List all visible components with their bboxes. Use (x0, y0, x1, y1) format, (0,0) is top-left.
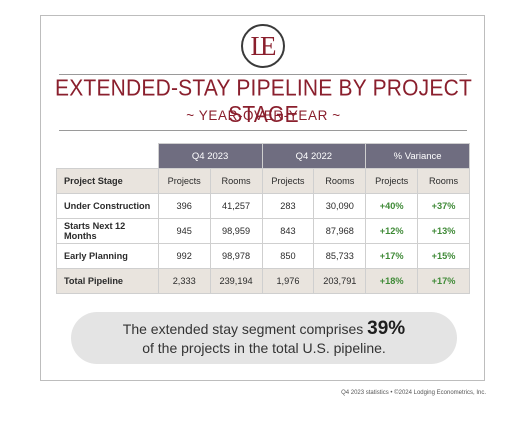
cell-projects-2022: 850 (261, 243, 315, 269)
cell-rooms-2022: 203,791 (313, 268, 367, 294)
row-stage: Under Construction (56, 193, 159, 219)
title-bottom-rule (59, 130, 467, 131)
summary-banner: The extended stay segment comprises 39% … (71, 312, 457, 364)
cell-rooms-2023: 41,257 (209, 193, 263, 219)
cell-projects-2022: 1,976 (261, 268, 315, 294)
logo-text: LE (250, 30, 277, 61)
row-stage: Early Planning (56, 243, 159, 269)
cell-rooms-variance: +15% (417, 243, 470, 269)
column-header-stage: Project Stage (56, 168, 159, 194)
table-row: Starts Next 12 Months 945 98,959 843 87,… (56, 218, 470, 244)
table-row: Under Construction 396 41,257 283 30,090… (56, 193, 470, 219)
cell-projects-variance: +18% (365, 268, 419, 294)
group-header-q4-2022: Q4 2022 (261, 143, 367, 169)
banner-line-2: of the projects in the total U.S. pipeli… (142, 340, 386, 356)
cell-rooms-variance: +17% (417, 268, 470, 294)
cell-projects-2022: 843 (261, 218, 315, 244)
cell-projects-2022: 283 (261, 193, 315, 219)
table-group-header-row: Q4 2023 Q4 2022 % Variance (56, 143, 470, 169)
cell-rooms-variance: +37% (417, 193, 470, 219)
row-stage: Starts Next 12 Months (56, 218, 159, 244)
infographic-card: LE EXTENDED-STAY PIPELINE BY PROJECT STA… (40, 15, 485, 381)
cell-projects-2023: 2,333 (157, 268, 211, 294)
source-footnote: Q4 2023 statistics • ©2024 Lodging Econo… (341, 390, 486, 396)
cell-projects-2023: 396 (157, 193, 211, 219)
cell-rooms-2023: 239,194 (209, 268, 263, 294)
column-header-rooms-variance: Rooms (417, 168, 470, 194)
cell-rooms-2023: 98,959 (209, 218, 263, 244)
cell-projects-2023: 945 (157, 218, 211, 244)
cell-projects-variance: +17% (365, 243, 419, 269)
cell-projects-variance: +40% (365, 193, 419, 219)
banner-line-1: The extended stay segment comprises 39% (71, 319, 457, 339)
row-stage: Total Pipeline (56, 268, 159, 294)
lodging-econometrics-logo: LE (241, 24, 285, 68)
banner-text-prefix: The extended stay segment comprises (122, 321, 364, 337)
group-header-q4-2023: Q4 2023 (157, 143, 263, 169)
cell-projects-variance: +12% (365, 218, 419, 244)
column-header-projects-variance: Projects (365, 168, 419, 194)
title-top-rule (59, 74, 467, 75)
group-header-variance: % Variance (365, 143, 470, 169)
cell-projects-2023: 992 (157, 243, 211, 269)
table-column-header-row: Project Stage Projects Rooms Projects Ro… (56, 168, 470, 194)
cell-rooms-2022: 87,968 (313, 218, 367, 244)
cell-rooms-2022: 85,733 (313, 243, 367, 269)
column-header-projects-2022: Projects (261, 168, 315, 194)
pipeline-table: Q4 2023 Q4 2022 % Variance Project Stage… (56, 143, 470, 294)
page-subtitle: ~ YEAR-OVER-YEAR ~ (186, 108, 341, 123)
cell-rooms-2022: 30,090 (313, 193, 367, 219)
table-total-row: Total Pipeline 2,333 239,194 1,976 203,7… (56, 268, 470, 294)
page-title: EXTENDED-STAY PIPELINE BY PROJECT STAGE (55, 75, 472, 128)
table-row: Early Planning 992 98,978 850 85,733 +17… (56, 243, 470, 269)
column-header-rooms-2022: Rooms (313, 168, 367, 194)
column-header-projects-2023: Projects (157, 168, 211, 194)
column-header-rooms-2023: Rooms (209, 168, 263, 194)
cell-rooms-2023: 98,978 (209, 243, 263, 269)
banner-highlight-percent: 39% (367, 318, 406, 339)
group-header-blank (56, 143, 159, 169)
cell-rooms-variance: +13% (417, 218, 470, 244)
